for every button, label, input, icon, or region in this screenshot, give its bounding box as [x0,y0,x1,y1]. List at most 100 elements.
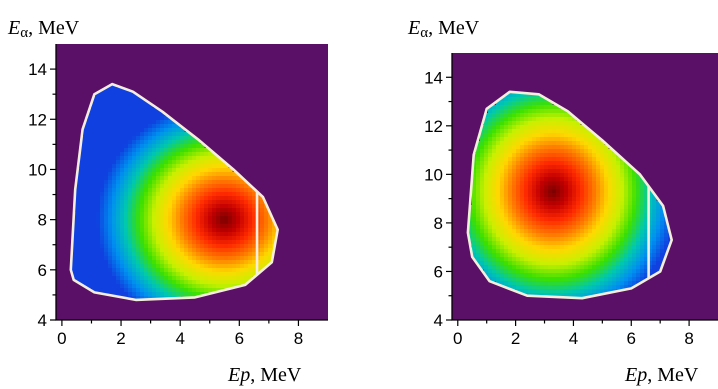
left-heatmap-cell [136,236,141,241]
left-heatmap-cell [260,208,265,213]
right-heatmap-cell [476,181,481,186]
right-heatmap-cell [616,173,621,178]
right-heatmap-cell [508,121,513,126]
right-heatmap-cell [608,157,613,162]
right-heatmap-cell [516,165,521,170]
left-heatmap-cell [224,272,229,277]
left-heatmap-cell [188,208,193,213]
right-heatmap-cell [568,153,573,158]
left-heatmap-cell [236,196,241,201]
right-heatmap-cell [572,225,577,230]
right-heatmap-cell [548,121,553,126]
left-heatmap-cell [104,272,109,277]
left-heatmap-cell [136,152,141,157]
left-heatmap-cell [92,288,97,293]
right-heatmap-cell [492,113,497,118]
left-heatmap-cell [168,284,173,289]
right-heatmap-cell [556,173,561,178]
right-heatmap-cell [564,249,569,254]
right-heatmap-cell [484,149,489,154]
left-heatmap-cell [216,224,221,229]
right-heatmap-cell [632,237,637,242]
right-heatmap-cell [584,217,589,222]
left-heatmap-cell [164,220,169,225]
right-heatmap-cell [624,169,629,174]
right-heatmap-cell [568,169,573,174]
right-heatmap-cell [588,281,593,286]
right-heatmap-cell [560,241,565,246]
left-heatmap-cell [196,252,201,257]
left-heatmap-cell [124,192,129,197]
right-heatmap-cell [520,277,525,282]
left-heatmap-cell [120,132,125,137]
left-heatmap-cell [192,196,197,201]
right-heatmap-cell [512,121,517,126]
right-heatmap-cell [660,245,665,250]
right-heatmap-cell [512,225,517,230]
right-heatmap-cell [612,205,617,210]
right-heatmap-cell [540,281,545,286]
left-heatmap-cell [76,176,81,181]
right-heatmap-cell [568,121,573,126]
right-heatmap-cell [476,177,481,182]
left-heatmap-cell [196,256,201,261]
left-heatmap-cell [88,144,93,149]
right-heatmap-cell [520,93,525,98]
left-heatmap-cell [148,248,153,253]
right-heatmap-cell [576,281,581,286]
right-heatmap-cell [524,169,529,174]
left-heatmap-cell [164,268,169,273]
right-heatmap-cell [532,137,537,142]
left-heatmap-cell [128,248,133,253]
left-heatmap-cell [124,256,129,261]
right-heatmap-cell [584,185,589,190]
right-heatmap-cell [524,129,529,134]
right-heatmap-cell [504,169,509,174]
left-heatmap-cell [128,264,133,269]
right-heatmap-cell [620,285,625,290]
right-heatmap-cell [636,197,641,202]
left-heatmap-cell [112,120,117,125]
left-heatmap-cell [132,184,137,189]
right-heatmap-cell [536,185,541,190]
right-heatmap-cell [640,273,645,278]
left-heatmap-cell [132,208,137,213]
right-heatmap-cell [616,225,621,230]
left-heatmap-cell [228,264,233,269]
left-heatmap-cell [152,240,157,245]
right-heatmap-cell [524,173,529,178]
left-heatmap-cell [136,220,141,225]
right-heatmap-cell [540,205,545,210]
left-heatmap-cell [160,116,165,121]
right-heatmap-cell [496,177,501,182]
left-heatmap-cell [144,296,149,300]
left-heatmap-cell [248,208,253,213]
left-heatmap-cell [156,236,161,241]
right-heatmap-cell [508,169,513,174]
left-heatmap-cell [184,216,189,221]
left-heatmap-cell [128,100,133,105]
left-heatmap-cell [172,220,177,225]
right-heatmap-cell [544,277,549,282]
left-heatmap-cell [108,124,113,129]
left-heatmap-cell [140,208,145,213]
left-heatmap-cell [112,104,117,109]
right-heatmap-cell [620,201,625,206]
right-heatmap-cell [480,157,485,162]
right-heatmap-cell [544,245,549,250]
left-heatmap-cell [200,252,205,257]
left-heatmap-cell [228,268,233,273]
right-heatmap-cell [528,189,533,194]
left-heatmap-cell [100,180,105,185]
left-heatmap-cell [144,168,149,173]
right-heatmap-cell [528,217,533,222]
left-heatmap-cell [88,132,93,137]
right-heatmap-cell [624,277,629,282]
left-heatmap-cell [96,140,101,145]
left-heatmap-cell [120,108,125,113]
right-heatmap-cell [560,205,565,210]
left-heatmap-cell [228,280,233,285]
left-heatmap-cell [136,188,141,193]
right-heatmap-cell [620,257,625,262]
left-heatmap-cell [168,268,173,273]
